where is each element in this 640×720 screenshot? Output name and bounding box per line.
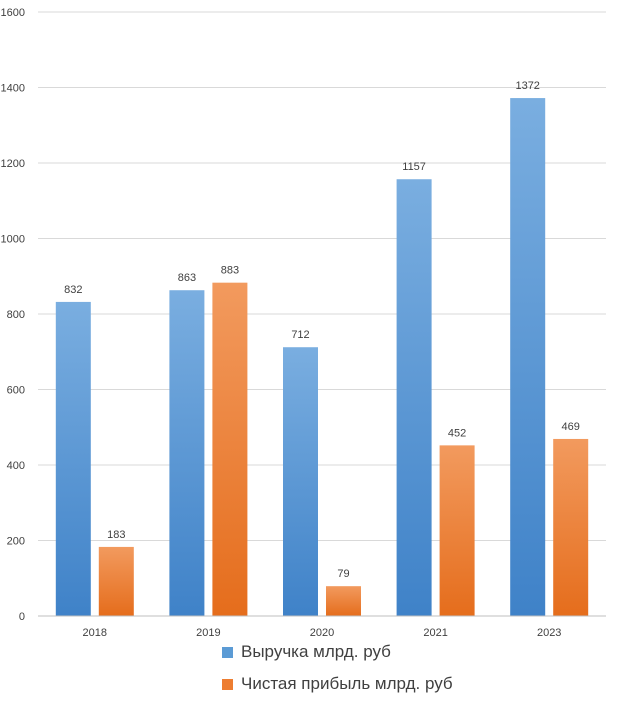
y-tick-label-1600: 1600 — [1, 7, 25, 19]
y-tick-label-600: 600 — [7, 385, 25, 397]
y-tick-label-0: 0 — [19, 611, 25, 623]
y-tick-label-1200: 1200 — [1, 158, 25, 170]
data-label-revenue-2020: 712 — [291, 329, 309, 341]
legend: Выручка млрд. руб Чистая прибыль млрд. р… — [222, 636, 453, 700]
legend-swatch-revenue — [222, 646, 233, 658]
data-label-revenue-2019: 863 — [178, 272, 196, 284]
y-tick-label-200: 200 — [7, 536, 25, 548]
y-tick-label-1400: 1400 — [1, 83, 25, 95]
bar-revenue-2020 — [283, 347, 318, 616]
bar-net-profit-2023 — [553, 438, 589, 616]
data-label-revenue-2018: 832 — [64, 284, 82, 296]
y-tick-label-400: 400 — [7, 460, 25, 472]
legend-label-revenue: Выручка млрд. руб — [241, 642, 391, 661]
bar-net-profit-2019 — [212, 282, 248, 616]
x-tick-label-2020: 2020 — [310, 627, 334, 639]
x-tick-label-2021: 2021 — [423, 627, 447, 639]
data-label-revenue-2021: 1157 — [402, 161, 426, 173]
data-label-net-profit-2018: 183 — [107, 529, 125, 541]
bar-net-profit-2021 — [439, 445, 475, 616]
data-label-net-profit-2023: 469 — [562, 421, 580, 433]
legend-swatch-net-profit — [222, 678, 233, 690]
bar-revenue-2018 — [55, 301, 91, 616]
bar-net-profit-2018 — [98, 546, 134, 616]
bar-revenue-2023 — [510, 98, 546, 616]
x-tick-label-2023: 2023 — [537, 627, 561, 639]
data-label-net-profit-2021: 452 — [448, 427, 466, 439]
data-label-net-profit-2020: 79 — [337, 568, 349, 580]
x-tick-label-2018: 2018 — [83, 627, 107, 639]
bar-revenue-2019 — [169, 290, 205, 616]
x-tick-label-2019: 2019 — [196, 627, 220, 639]
legend-label-net-profit: Чистая прибыль млрд. руб — [241, 674, 453, 693]
data-label-net-profit-2019: 883 — [221, 265, 239, 277]
bar-revenue-2021 — [396, 179, 432, 617]
data-label-revenue-2023: 1372 — [515, 80, 539, 92]
legend-item-net-profit: Чистая прибыль млрд. руб — [222, 668, 453, 700]
y-tick-label-800: 800 — [7, 309, 25, 321]
legend-item-revenue: Выручка млрд. руб — [222, 636, 453, 668]
y-tick-label-1000: 1000 — [1, 234, 25, 246]
bar-net-profit-2020 — [326, 586, 361, 616]
